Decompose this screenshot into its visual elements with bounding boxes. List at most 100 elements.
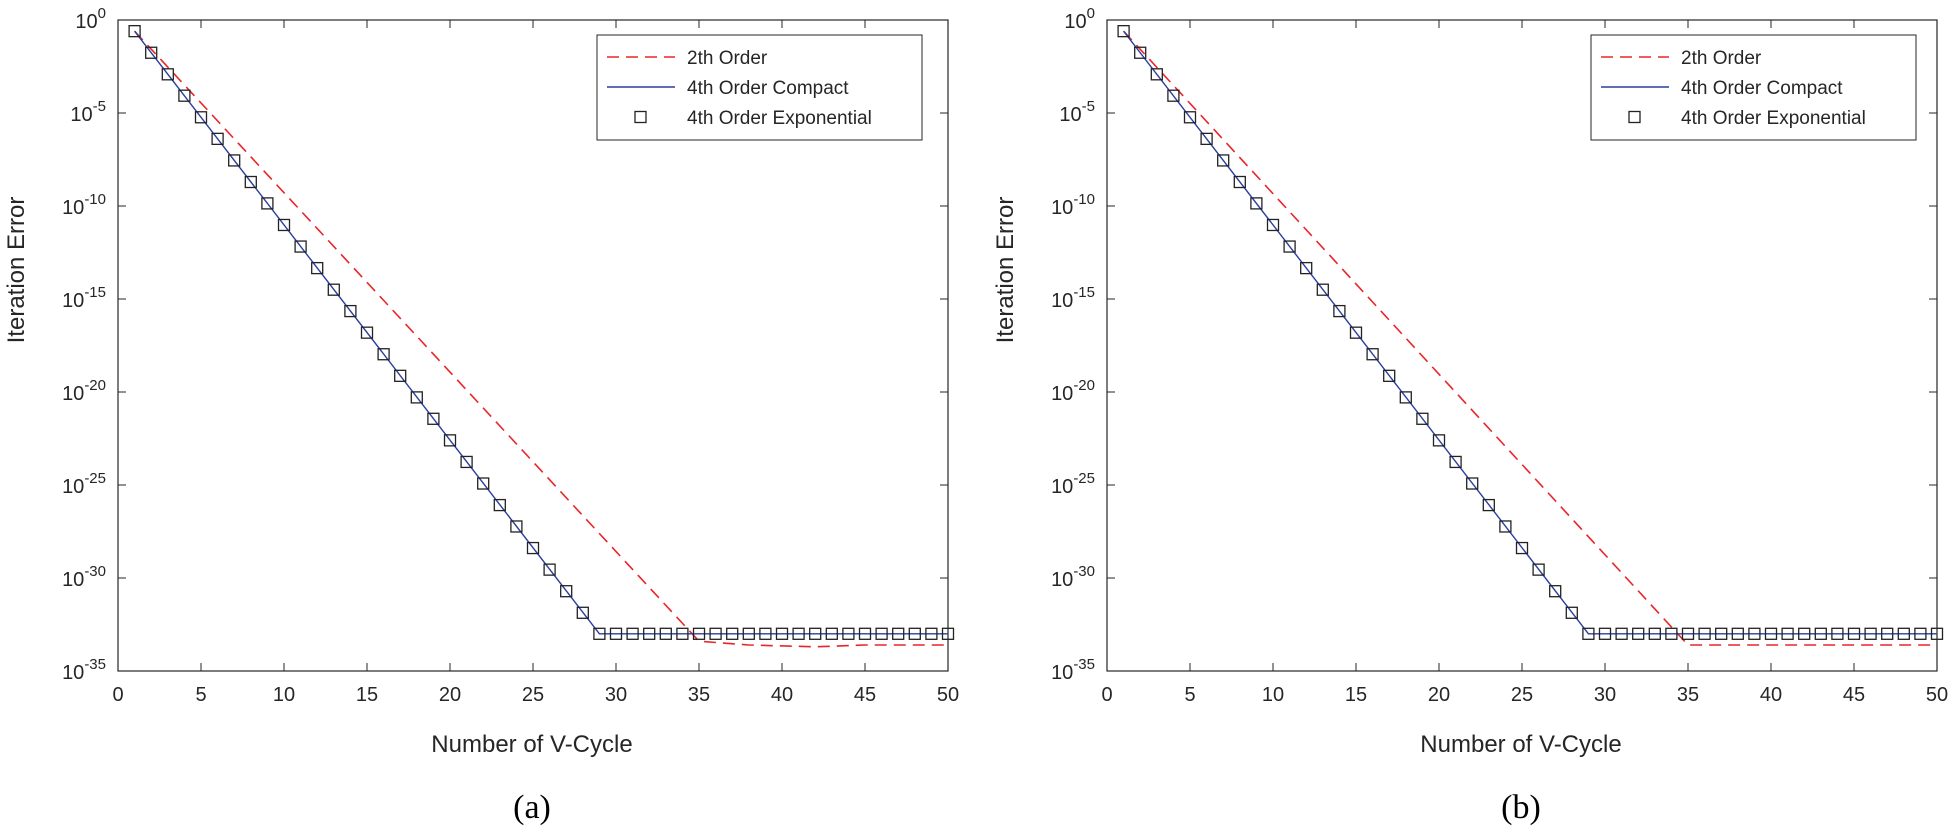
data-point-4th-order-exponential [161,68,174,81]
data-point-4th-order-exponential [128,25,141,38]
x-tick-label: 20 [439,684,461,706]
data-point-4th-order-exponential [1266,218,1280,232]
series-line-2th-order [134,30,948,648]
panel-caption: (a) [513,789,551,826]
data-point-4th-order-exponential [941,627,955,640]
data-point-4th-order-exponential [1399,391,1412,404]
x-tick-label: 25 [1511,684,1533,706]
y-tick-label: 10-30 [62,563,106,591]
data-point-4th-order-exponential [1366,348,1379,361]
data-point-4th-order-exponential [443,434,457,447]
data-point-4th-order-exponential [1897,627,1910,640]
data-point-4th-order-exponential [1698,627,1711,640]
data-point-4th-order-exponential [1432,434,1446,447]
data-point-4th-order-exponential [1515,541,1529,555]
tick-labels: 0 5 10 15 20 25 30 35 40 45 50 100 10-5 10-10 10-15 10-… [1051,5,1948,706]
x-tick-label: 10 [1262,684,1284,706]
y-tick-label: 100 [75,5,106,33]
data-point-4th-order-exponential [1466,477,1479,490]
data-point-4th-order-exponential [477,477,490,490]
data-point-4th-order-exponential [1117,25,1130,38]
y-tick-label: 10-35 [62,656,106,684]
data-point-4th-order-exponential [858,627,872,640]
data-point-4th-order-exponential [875,627,888,640]
data-point-4th-order-exponential [410,391,423,404]
data-point-4th-order-exponential [692,627,706,640]
data-point-4th-order-exponential [809,627,822,640]
data-point-4th-order-exponential [1150,68,1163,81]
series-group [128,25,955,648]
data-point-4th-order-exponential [1449,455,1462,469]
data-point-4th-order-exponential [1615,627,1628,640]
data-point-4th-order-exponential [228,154,241,167]
data-point-4th-order-exponential [1731,627,1744,640]
y-axis-label: Iteration Error [3,197,30,344]
x-tick-label: 25 [522,684,544,706]
y-tick-label: 10-15 [1051,284,1095,312]
data-point-4th-order-exponential [1233,175,1246,189]
data-point-4th-order-exponential [1134,46,1147,59]
data-point-4th-order-exponential [925,627,938,640]
y-tick-label: 10-15 [62,284,106,312]
data-point-4th-order-exponential [1881,627,1894,640]
data-point-4th-order-exponential [526,541,540,555]
data-point-4th-order-exponential [194,111,208,124]
data-point-4th-order-exponential [1250,197,1263,210]
data-point-4th-order-exponential [427,412,440,425]
data-point-4th-order-exponential [1781,627,1794,640]
data-point-4th-order-exponential [1632,627,1645,640]
y-tick-label: 10-5 [1059,98,1095,126]
data-point-4th-order-exponential [676,627,689,640]
x-axis-label: Number of V-Cycle [1420,731,1621,758]
data-point-4th-order-exponential [609,627,623,640]
data-point-4th-order-exponential [1349,326,1363,339]
legend-label-2th-order: 2th Order [1681,48,1762,69]
y-tick-label: 100 [1064,5,1095,33]
data-point-4th-order-exponential [327,283,340,296]
data-point-4th-order-exponential [659,627,672,640]
data-point-4th-order-exponential [1798,627,1811,640]
data-point-4th-order-exponential [1681,627,1695,640]
legend-label-4th-order-exponential: 4th Order Exponential [1681,108,1866,129]
data-point-4th-order-exponential [1482,498,1495,512]
data-point-4th-order-exponential [1167,89,1180,102]
x-tick-label: 50 [1926,684,1948,706]
x-tick-label: 50 [937,684,959,706]
x-tick-label: 5 [1184,684,1195,706]
legend-label-4th-order-compact: 4th Order Compact [1681,78,1843,99]
data-point-4th-order-exponential [1300,261,1313,275]
y-tick-label: 10-25 [1051,470,1095,498]
data-point-4th-order-exponential [576,606,589,619]
data-point-4th-order-exponential [1665,627,1678,640]
legend-swatch-4th-order-exponential [1628,110,1641,124]
data-point-4th-order-exponential [311,261,324,275]
panel-caption: (b) [1501,789,1541,826]
y-tick-label: 10-20 [62,377,106,405]
chart-panel-a: 0 5 10 15 20 25 30 35 40 45 50 100 10-5 10-10 10-15 10-… [3,5,959,826]
data-point-4th-order-exponential [1764,627,1778,640]
data-point-4th-order-exponential [244,175,257,189]
data-point-4th-order-exponential [1565,606,1578,619]
data-point-4th-order-exponential [360,326,374,339]
data-point-4th-order-exponential [493,498,506,512]
x-axis-label: Number of V-Cycle [431,731,632,758]
y-tick-label: 10-35 [1051,656,1095,684]
data-point-4th-order-exponential [1847,627,1861,640]
y-tick-label: 10-5 [70,98,106,126]
x-tick-label: 40 [771,684,793,706]
data-point-4th-order-exponential [1416,412,1429,425]
data-point-4th-order-exponential [742,627,755,640]
data-point-4th-order-exponential [792,627,805,640]
data-point-4th-order-exponential [1864,627,1877,640]
x-tick-label: 5 [195,684,206,706]
data-point-4th-order-exponential [1598,627,1612,640]
data-point-4th-order-exponential [908,627,921,640]
data-point-4th-order-exponential [211,132,224,146]
legend: 2th Order 4th Order Compact 4th Order Expo… [1590,34,1917,141]
data-point-4th-order-exponential [460,455,473,469]
data-point-4th-order-exponential [775,627,789,640]
data-point-4th-order-exponential [1831,627,1844,640]
data-point-4th-order-exponential [593,627,606,640]
series-line-4th-order-compact [134,30,948,635]
data-point-4th-order-exponential [510,520,523,533]
